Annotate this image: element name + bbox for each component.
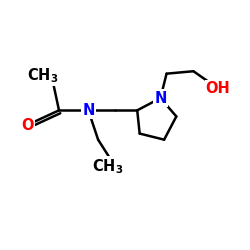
Text: $\mathregular{CH_3}$: $\mathregular{CH_3}$ <box>92 157 124 176</box>
Text: OH: OH <box>206 81 230 96</box>
Text: O: O <box>21 118 34 132</box>
Text: $\mathregular{CH_3}$: $\mathregular{CH_3}$ <box>28 67 59 86</box>
Text: N: N <box>154 90 167 106</box>
Text: N: N <box>82 103 94 118</box>
